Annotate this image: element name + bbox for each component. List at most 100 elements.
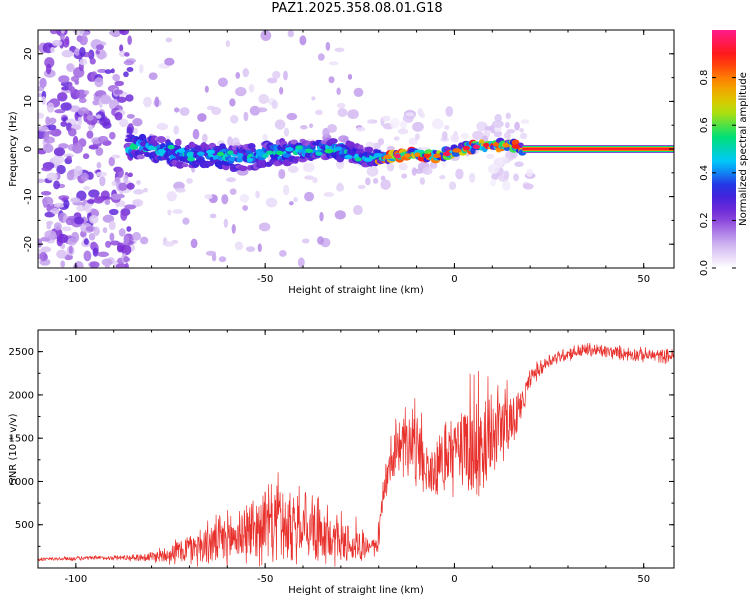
spectrogram-noise-blob [393, 136, 400, 141]
spectrogram-noise-blob [95, 114, 102, 119]
spectrogram-x-tick-label: 50 [637, 274, 650, 285]
spectrogram-noise-blob [116, 167, 124, 179]
spectrogram-noise-blob [304, 191, 315, 202]
spectrogram-noise-blob [514, 121, 520, 131]
spectrogram-noise-blob [83, 113, 88, 123]
spectrogram-ridge-core [423, 153, 431, 158]
spectrogram-noise-blob [400, 120, 408, 129]
spectrogram-ridge-core [354, 157, 362, 162]
spectrogram-y-axis-label: Frequency (Hz) [8, 111, 19, 187]
spectrogram-ridge-core [315, 151, 323, 156]
spectrogram-noise-blob [401, 173, 408, 179]
spectrogram-noise-blob [469, 172, 476, 183]
colorbar-gradient [712, 30, 736, 268]
spectrogram-noise-blob [40, 246, 52, 253]
colorbar-tick-label: 0.2 [699, 212, 710, 228]
spectrogram-noise-blob [75, 89, 88, 99]
spectrogram-noise-blob [347, 73, 353, 80]
spectrogram-y-tick-label: -10 [23, 188, 34, 204]
spectrogram-ridge-core [177, 148, 186, 153]
spectrogram-noise-blob [175, 187, 186, 193]
spectrogram-noise-blob [84, 202, 92, 214]
spectrogram-noise-blob [389, 118, 400, 129]
spectrogram-ridge-core [227, 150, 234, 155]
spectrogram-noise-blob [54, 109, 66, 114]
spectrogram-noise-blob [337, 108, 348, 117]
spectrogram-noise-blob [83, 186, 91, 191]
spectrogram-y-ticks: -20 -10 0 10 20 [23, 29, 674, 269]
spectrogram-noise-blob [283, 70, 288, 81]
spectrogram-noise-blob [126, 67, 134, 73]
snr-line [38, 342, 674, 567]
spectrogram-noise-blob [239, 193, 250, 203]
spectrogram-noise-blob [513, 173, 520, 182]
spectrogram-noise-blob [114, 176, 121, 184]
spectrogram-noise-blob [287, 165, 299, 173]
spectrogram-noise-blob [166, 191, 177, 202]
spectrogram-noise-blob [73, 216, 85, 225]
spectrogram-noise-blob [51, 39, 63, 47]
spectrogram-noise-blob [121, 244, 132, 256]
spectrogram-noise-blob [229, 114, 239, 124]
spectrogram-noise-blob [347, 109, 359, 120]
spectrogram-noise-blob [519, 128, 524, 133]
spectrogram-noise-blob [165, 135, 170, 141]
spectrogram-noise-blob [209, 213, 217, 219]
spectrogram-noise-blob [139, 236, 149, 245]
colorbar-ticks: 0.0 0.2 0.4 0.6 0.8 [699, 70, 736, 276]
spectrogram-noise-blob [53, 180, 61, 190]
spectrogram-noise-blob [255, 190, 260, 199]
spectrogram-noise-blob [60, 30, 65, 34]
spectrogram-noise-blob [104, 69, 112, 74]
spectrogram-noise-blob [48, 117, 57, 125]
spectrogram-noise-blob [77, 116, 83, 126]
spectrogram-noise-blob [66, 170, 75, 181]
spectrogram-noise-blob [223, 218, 229, 228]
spectrogram-noise-blob [492, 120, 504, 128]
spectrogram-noise-blob [258, 93, 269, 104]
spectrogram-noise-blob [422, 166, 433, 175]
spectrogram-noise-blob [301, 238, 310, 244]
spectrogram-noise-blob [58, 75, 70, 84]
spectrogram-noise-blob [415, 133, 420, 141]
spectrogram-noise-blob [229, 98, 236, 107]
spectrogram-noise-blob [67, 128, 77, 137]
spectrogram-noise-blob [74, 48, 80, 56]
spectrogram-noise-blob [221, 194, 229, 205]
spectrogram-noise-blob [327, 123, 338, 133]
spectrogram-noise-blob [172, 209, 183, 214]
spectrogram-noise-blob [455, 168, 464, 180]
snr-x-ticks: -100 -50 0 50 [37, 330, 650, 585]
spectrogram-noise-blob [334, 210, 346, 220]
spectrogram-x-axis-label: Height of straight line (km) [288, 285, 424, 296]
spectrogram-ridge-blob [364, 146, 374, 153]
spectrogram-ridge-blob [357, 144, 364, 150]
spectrogram-ridge-core [147, 145, 156, 151]
spectrogram-ridge-core [414, 152, 421, 157]
spectrogram-noise-blob [262, 133, 268, 141]
spectrogram-noise-blob [44, 230, 57, 240]
spectrogram-noise-blob [62, 116, 68, 122]
snr-y-tick-label: 500 [15, 520, 34, 531]
spectrogram-noise-blob [265, 197, 278, 208]
spectrogram-noise-blob [234, 241, 244, 251]
spectrogram-ridge-core [463, 145, 471, 151]
spectrogram-noise-blob [162, 241, 175, 247]
spectrogram-ridge-core [246, 157, 254, 163]
spectrogram-noise-blob [61, 86, 70, 91]
spectrogram-noise-blob [126, 226, 132, 232]
spectrogram-noise-blob [202, 133, 208, 143]
spectrogram-noise-blob [123, 235, 130, 245]
spectrogram-ridge-core [256, 151, 264, 157]
spectrogram-noise-blob [444, 125, 450, 130]
spectrogram-noise-blob [83, 250, 92, 262]
spectrogram-noise-blob [133, 127, 138, 135]
spectrogram-noise-blob [419, 112, 425, 118]
spectrogram-noise-blob [119, 30, 130, 36]
spectrogram-noise-blob [39, 77, 47, 89]
spectrogram-ridge-core [196, 151, 205, 156]
snr-x-tick-label: 0 [451, 574, 457, 585]
spectrogram-noise-blob [123, 174, 129, 184]
spectrogram-noise-blob [218, 256, 227, 263]
